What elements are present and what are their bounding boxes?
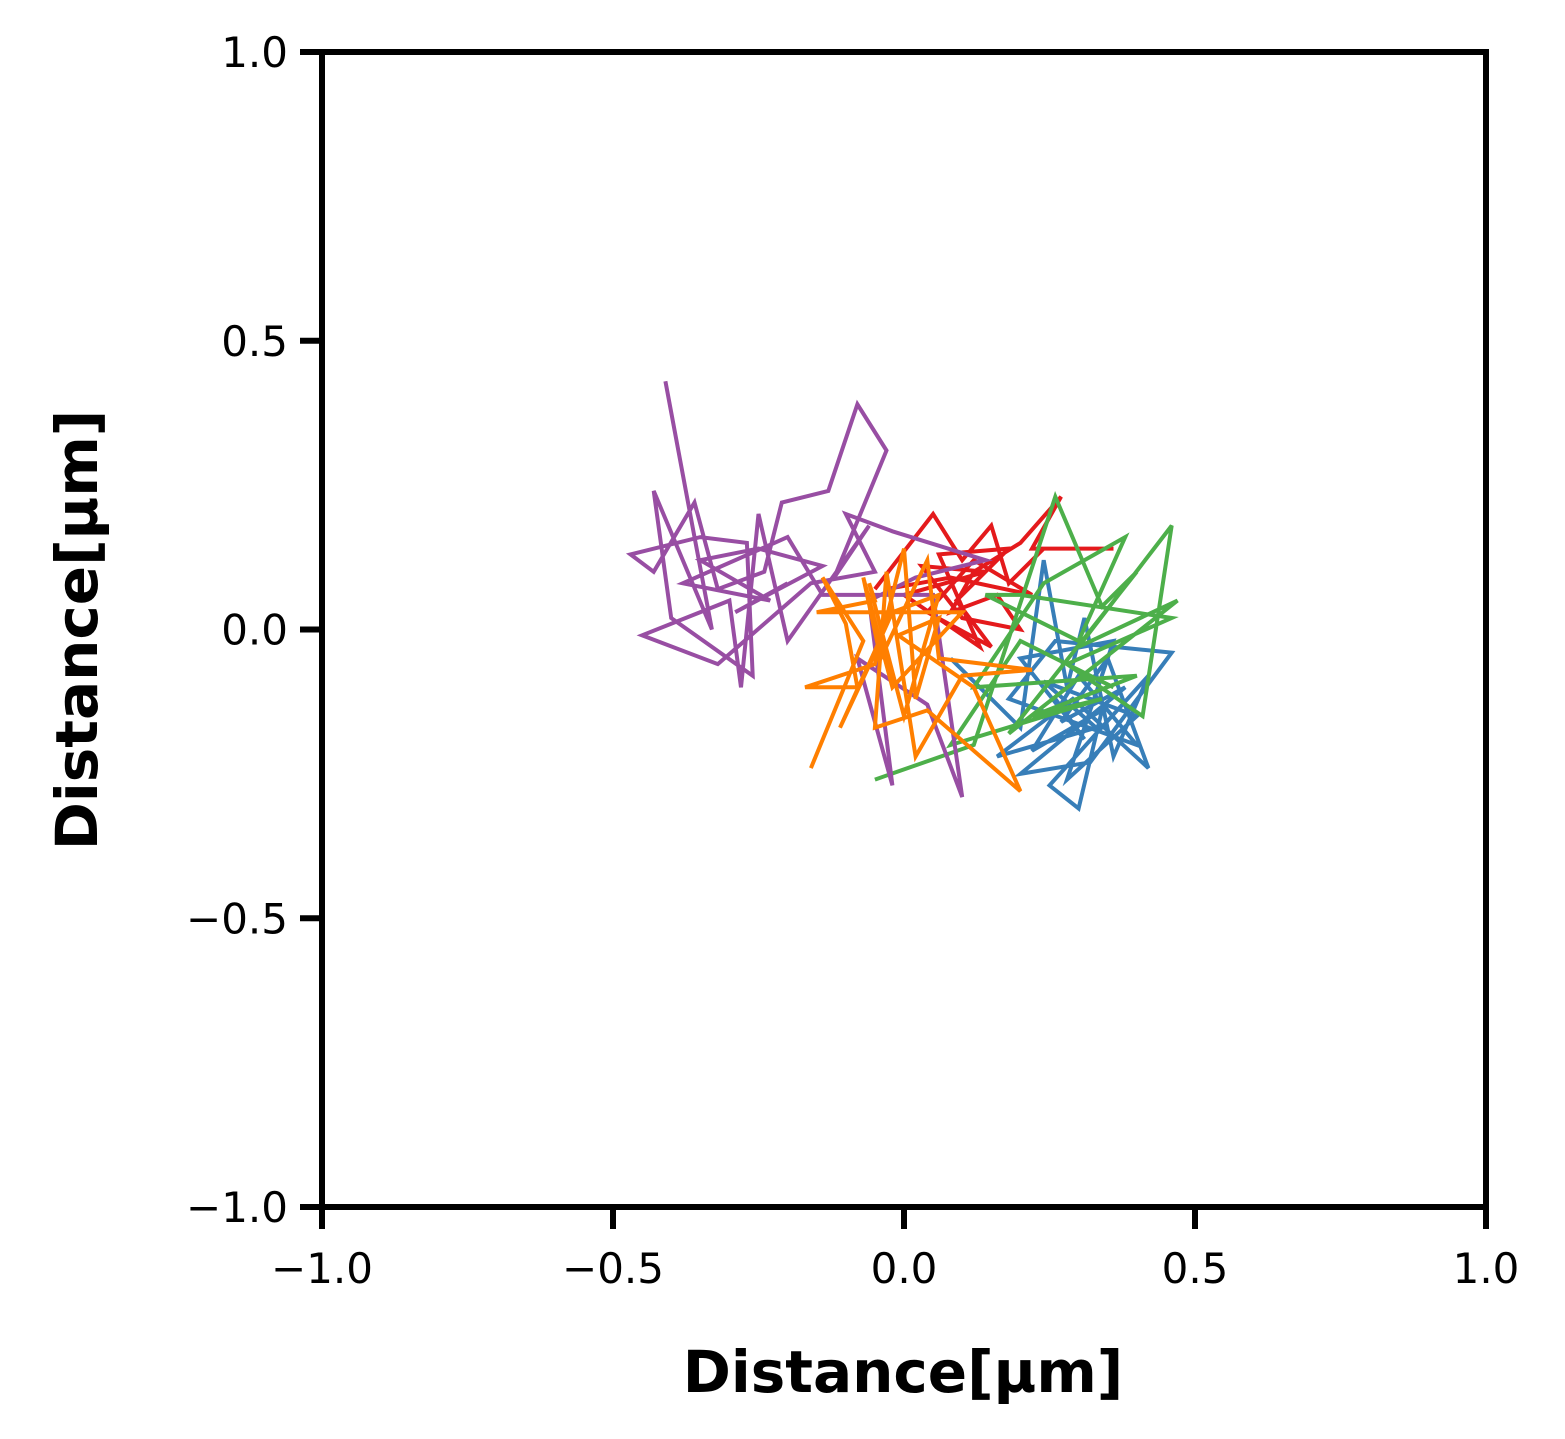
x-tick-label: −1.0 (271, 1244, 373, 1293)
y-axis-label: Distance[µm] (43, 410, 111, 851)
trajectory-line-1 (873, 495, 1114, 653)
x-tick-label: 0.5 (1162, 1244, 1229, 1293)
axes-layer: −1.0 −0.5 0.0 0.5 1.0 −1.0 −0.5 0.0 0.5 1.0 (186, 28, 1519, 1293)
series-layer (625, 380, 1179, 813)
x-tick-label: 1.0 (1453, 1244, 1520, 1293)
y-tick-label: 0.0 (221, 606, 288, 655)
trajectory-line-5 (804, 548, 1033, 793)
x-tick-label: −0.5 (562, 1244, 664, 1293)
y-tick-label: −1.0 (186, 1183, 288, 1232)
y-tick-label: −0.5 (186, 894, 288, 943)
y-tick-label: 1.0 (221, 28, 288, 77)
x-tick-label: 0.0 (871, 1244, 938, 1293)
trajectory-line-3 (874, 491, 1179, 782)
x-axis-label: Distance[µm] (683, 1338, 1124, 1406)
y-tick-label: 0.5 (221, 317, 288, 366)
trajectory-line-4 (625, 380, 993, 798)
